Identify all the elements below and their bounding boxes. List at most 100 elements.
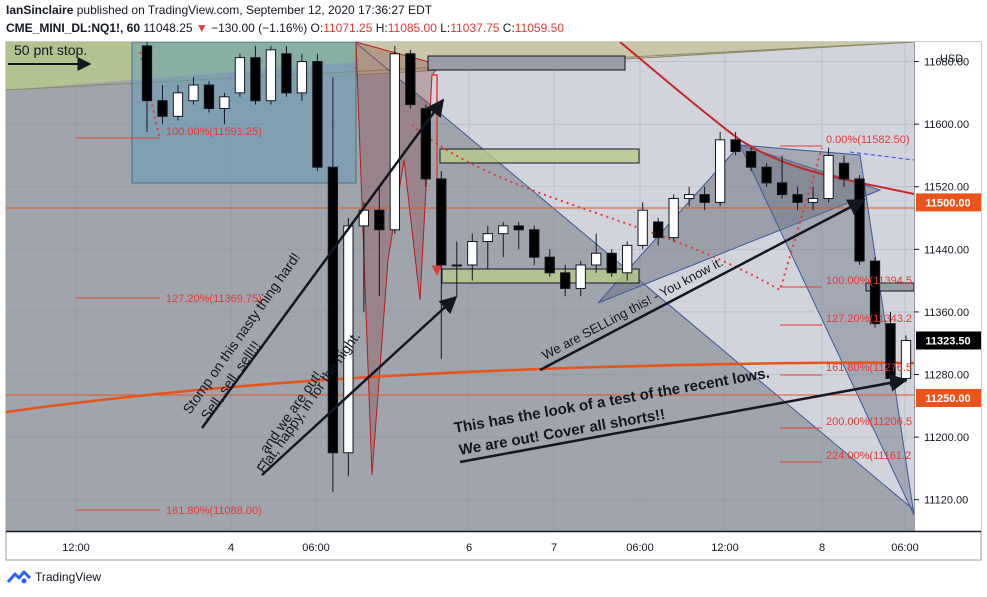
- candle-body[interactable]: [668, 197, 679, 239]
- candle-body[interactable]: [529, 229, 540, 258]
- price-label-text: 11323.50: [925, 335, 970, 347]
- candle-body[interactable]: [250, 57, 261, 102]
- zone-box-right: [865, 282, 914, 292]
- annotation-stop: 50 pnt stop.: [14, 42, 87, 58]
- candle-body[interactable]: [792, 194, 803, 203]
- candle-body[interactable]: [560, 272, 571, 289]
- candle-body[interactable]: [699, 194, 710, 203]
- candles: [141, 42, 912, 492]
- red-dotted-path: [139, 51, 823, 292]
- candle-body[interactable]: [436, 178, 447, 266]
- author-name[interactable]: IanSinclaire: [6, 3, 74, 17]
- candle-body[interactable]: [761, 166, 772, 184]
- candle-body[interactable]: [281, 53, 292, 94]
- candle-body[interactable]: [389, 53, 400, 231]
- y-tick-label: 11360.00: [924, 307, 969, 319]
- c-label: C:: [502, 21, 515, 35]
- candle-body[interactable]: [374, 209, 385, 231]
- fib-label: 224.00%(11161.2: [826, 450, 911, 462]
- candle-body[interactable]: [234, 57, 246, 94]
- c-value: 11059.50: [514, 21, 564, 35]
- candle-body[interactable]: [637, 209, 648, 246]
- price-labels: 11500.00 11323.50 11250.00: [916, 193, 981, 407]
- candle-body[interactable]: [296, 61, 308, 94]
- candle-body[interactable]: [451, 264, 462, 267]
- arrow-stomp: [200, 98, 445, 429]
- fib-label: 127.20%(11369.75): [166, 293, 262, 305]
- y-tick-label: 11520.00: [924, 182, 969, 194]
- footer: TradingView: [7, 569, 101, 585]
- candle-body[interactable]: [312, 61, 323, 168]
- h-label: H:: [375, 21, 388, 35]
- y-tick-label: 11600.00: [924, 119, 969, 131]
- candle-body[interactable]: [157, 100, 168, 117]
- fib-label: 100.00%(11591.25): [166, 126, 262, 138]
- y-axis[interactable]: 11120.00 11200.00 11280.00 11360.00 11440.00…: [914, 57, 969, 507]
- candle-body[interactable]: [807, 197, 819, 203]
- candle-body[interactable]: [776, 182, 788, 196]
- candle-body[interactable]: [141, 45, 153, 102]
- l-label: L:: [440, 21, 451, 35]
- x-tick-label: 06:00: [302, 542, 330, 554]
- tradingview-logo-icon[interactable]: [7, 569, 31, 585]
- candle-body[interactable]: [172, 92, 184, 117]
- zone-box-green-1: [439, 148, 640, 164]
- x-axis[interactable]: 12:00 4 06:00 6 7 06:00 12:00 8 06:00: [62, 542, 919, 554]
- candle-body[interactable]: [219, 96, 230, 110]
- candle-body[interactable]: [730, 139, 741, 153]
- publish-info: IanSinclaire published on TradingView.co…: [6, 3, 432, 17]
- x-tick-label: 8: [819, 542, 825, 554]
- candle-body[interactable]: [482, 233, 493, 243]
- symbol[interactable]: CME_MINI_DL:NQ1!, 60: [6, 21, 141, 35]
- candle-body[interactable]: [653, 221, 664, 239]
- last-price: 11048.25: [143, 21, 193, 35]
- fib-label: 0.00%(11582.50): [826, 134, 910, 146]
- candle-body[interactable]: [714, 139, 726, 203]
- arrow-selling: [539, 198, 866, 372]
- currency-label: USD: [940, 53, 963, 65]
- candle-body[interactable]: [591, 252, 602, 266]
- x-tick-label: 6: [466, 542, 472, 554]
- change-value: −130.00 (−1.16%): [211, 21, 308, 35]
- candle-body[interactable]: [838, 162, 850, 180]
- y-tick-label: 11680.00: [924, 57, 969, 69]
- candle-body[interactable]: [358, 209, 370, 227]
- candle-body[interactable]: [854, 178, 865, 262]
- symbol-info: CME_MINI_DL:NQ1!, 60 11048.25 ▼ −130.00 …: [6, 21, 564, 35]
- fib-label: 127.20%(11343.2: [826, 313, 912, 325]
- y-tick-label: 11280.00: [924, 370, 969, 382]
- fib-label: 100.00%(11394.5: [826, 275, 912, 287]
- candle-body[interactable]: [823, 154, 834, 199]
- candle-body[interactable]: [420, 108, 431, 180]
- candle-body[interactable]: [498, 225, 509, 235]
- arrow-test: [459, 374, 908, 464]
- fib-label: 161.80%(11088.00): [166, 505, 262, 517]
- candle-body[interactable]: [683, 194, 695, 199]
- candle-body[interactable]: [405, 53, 416, 106]
- candle-body[interactable]: [544, 256, 555, 274]
- candle-body[interactable]: [869, 260, 881, 325]
- candle-body[interactable]: [343, 225, 354, 454]
- y-tick-label: 11200.00: [924, 432, 969, 444]
- published-text: published on TradingView.com, September …: [76, 3, 433, 17]
- candle-body[interactable]: [203, 84, 215, 110]
- candle-body[interactable]: [622, 244, 633, 274]
- candle-body[interactable]: [467, 241, 478, 266]
- plot-area: 100.00%(11591.25) 127.20%(11369.75) 161.80…: [6, 42, 914, 531]
- zone-box-grey: [427, 55, 626, 71]
- price-label-box: [916, 331, 981, 350]
- candle-body[interactable]: [745, 151, 757, 168]
- x-tick-label: 4: [228, 542, 234, 554]
- x-tick-label: 06:00: [891, 542, 919, 554]
- fib-label: 161.80%(11276.5: [826, 362, 912, 374]
- candle-body[interactable]: [575, 264, 586, 289]
- candle-body[interactable]: [265, 49, 277, 102]
- candle-body[interactable]: [513, 225, 524, 231]
- price-label-text: 11250.00: [925, 393, 970, 405]
- candle-body[interactable]: [327, 166, 339, 454]
- x-tick-label: 12:00: [711, 542, 739, 554]
- candle-body[interactable]: [188, 84, 199, 102]
- h-value: 11085.00: [387, 21, 437, 35]
- candle-body[interactable]: [606, 252, 617, 274]
